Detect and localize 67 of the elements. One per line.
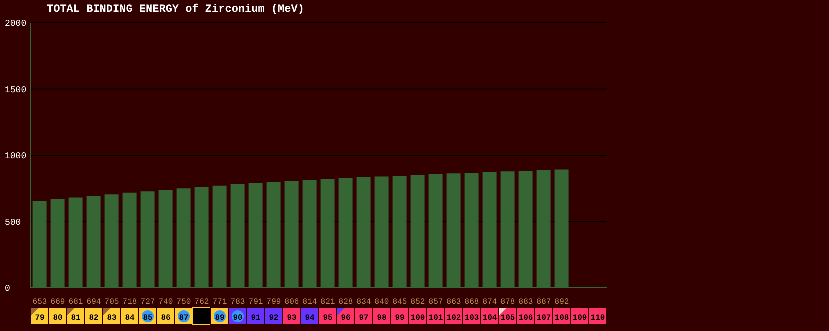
x-tick-label: 83 (107, 314, 117, 323)
data-label: 878 (500, 298, 516, 307)
data-label: 762 (194, 298, 210, 307)
x-tick-label: 101 (428, 314, 444, 323)
x-tick-label: 104 (482, 314, 498, 323)
data-label: 874 (482, 298, 498, 307)
x-tick-label: 99 (395, 314, 405, 323)
x-tick-label: 82 (89, 314, 99, 323)
x-tick-label: 100 (410, 314, 426, 323)
data-label: 681 (68, 298, 84, 307)
data-label: 868 (464, 298, 480, 307)
data-label: 814 (302, 298, 318, 307)
data-label: 694 (86, 298, 102, 307)
x-tick-label: 110 (590, 314, 606, 323)
x-tick-label: 98 (377, 314, 387, 323)
x-tick-label: 102 (446, 314, 462, 323)
data-label: 771 (212, 298, 228, 307)
data-label: 705 (104, 298, 120, 307)
data-label: 806 (284, 298, 300, 307)
x-tick-label: 109 (572, 314, 588, 323)
x-tick-label: 95 (323, 314, 333, 323)
x-tick-label: 91 (251, 314, 261, 323)
data-label: 740 (158, 298, 174, 307)
data-label: 799 (266, 298, 282, 307)
x-tick-label: 87 (179, 314, 189, 323)
data-label: 863 (446, 298, 462, 307)
data-label: 834 (356, 298, 372, 307)
y-tick-label: 500 (5, 218, 22, 228)
y-tick-label: 1500 (5, 85, 27, 96)
data-label: 857 (428, 298, 444, 307)
data-label: 791 (248, 298, 264, 307)
data-label: 750 (176, 298, 192, 307)
data-label: 727 (140, 298, 156, 307)
data-label: 845 (392, 298, 408, 307)
data-label: 892 (554, 298, 570, 307)
x-tick-label: 85 (143, 314, 153, 323)
y-tick-label: 1000 (5, 152, 27, 162)
x-tick-label: 96 (341, 314, 351, 323)
x-tick-label: 93 (287, 314, 297, 323)
data-label: 821 (320, 298, 336, 307)
x-tick-label: 105 (500, 314, 516, 323)
x-tick-label: 84 (125, 314, 135, 323)
data-label: 718 (122, 298, 138, 307)
x-tick-label: 103 (464, 314, 480, 323)
x-tick-label: 107 (536, 314, 552, 323)
x-tick-label: 92 (269, 314, 279, 323)
x-tick-label: 106 (518, 314, 534, 323)
data-label: 669 (50, 298, 66, 307)
data-label: 840 (374, 298, 390, 307)
y-tick-label: 0 (5, 284, 10, 294)
data-label: 883 (518, 298, 534, 307)
x-tick-label: 81 (71, 314, 81, 323)
x-tick-label: 80 (53, 314, 63, 323)
data-label: 852 (410, 298, 426, 307)
x-tick-label: 108 (554, 314, 570, 323)
x-tick-label: 89 (215, 314, 225, 323)
data-label: 887 (536, 298, 552, 307)
y-tick-label: 2000 (5, 19, 27, 29)
data-label: 783 (230, 298, 246, 307)
data-label: 653 (32, 298, 48, 307)
data-label: 828 (338, 298, 354, 307)
x-tick-label: 90 (233, 314, 243, 323)
x-tick-label: 97 (359, 314, 369, 323)
x-tick-label: 94 (305, 314, 315, 323)
x-tick-label: 86 (161, 314, 171, 323)
x-tick-label: 79 (35, 314, 45, 323)
chart-title: TOTAL BINDING ENERGY of Zirconium (MeV) (47, 4, 304, 16)
